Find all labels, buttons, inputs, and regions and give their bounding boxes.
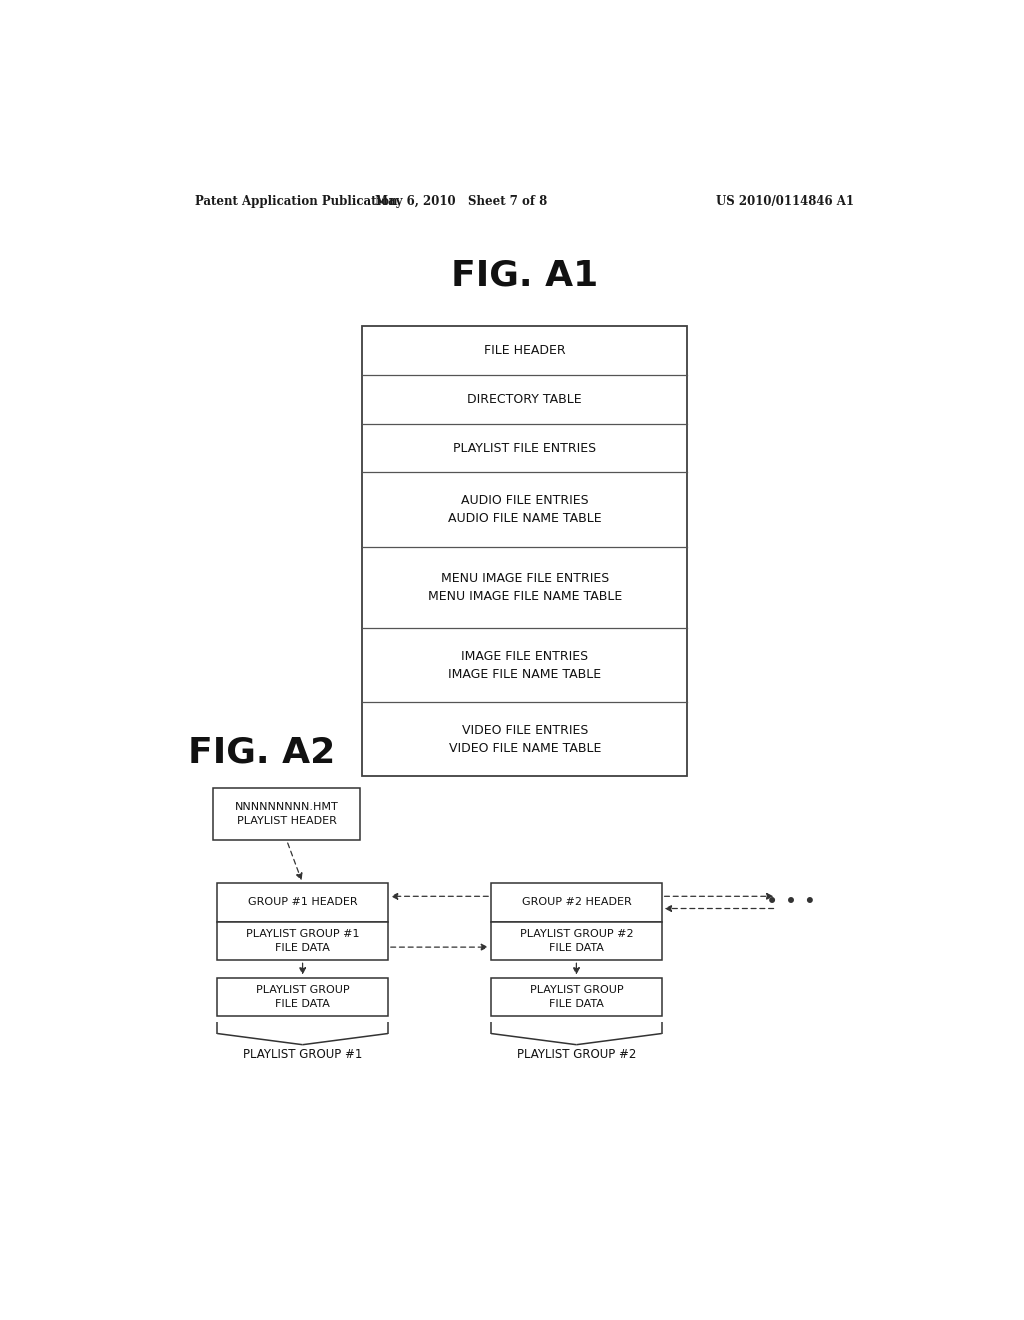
Text: PLAYLIST GROUP
FILE DATA: PLAYLIST GROUP FILE DATA (256, 985, 349, 1008)
Text: Patent Application Publication: Patent Application Publication (196, 194, 398, 207)
Bar (217, 921, 388, 961)
Bar (492, 883, 662, 921)
Bar (362, 326, 687, 776)
Text: PLAYLIST GROUP
FILE DATA: PLAYLIST GROUP FILE DATA (529, 985, 624, 1008)
Text: FIG. A2: FIG. A2 (187, 737, 335, 770)
Text: DIRECTORY TABLE: DIRECTORY TABLE (468, 393, 582, 405)
Text: • • •: • • • (766, 892, 816, 912)
Text: May 6, 2010   Sheet 7 of 8: May 6, 2010 Sheet 7 of 8 (375, 194, 548, 207)
Text: PLAYLIST GROUP #1: PLAYLIST GROUP #1 (243, 1048, 362, 1061)
Text: AUDIO FILE ENTRIES
AUDIO FILE NAME TABLE: AUDIO FILE ENTRIES AUDIO FILE NAME TABLE (447, 494, 602, 525)
Text: FILE HEADER: FILE HEADER (484, 345, 565, 356)
Bar (217, 978, 388, 1016)
Bar (492, 921, 662, 961)
Text: PLAYLIST GROUP #2
FILE DATA: PLAYLIST GROUP #2 FILE DATA (519, 929, 633, 953)
Text: GROUP #1 HEADER: GROUP #1 HEADER (248, 898, 357, 907)
Text: US 2010/0114846 A1: US 2010/0114846 A1 (716, 194, 854, 207)
Bar (217, 883, 388, 921)
Text: IMAGE FILE ENTRIES
IMAGE FILE NAME TABLE: IMAGE FILE ENTRIES IMAGE FILE NAME TABLE (449, 649, 601, 681)
Text: GROUP #2 HEADER: GROUP #2 HEADER (521, 898, 631, 907)
Text: PLAYLIST GROUP #2: PLAYLIST GROUP #2 (517, 1048, 636, 1061)
Bar (213, 788, 360, 841)
Text: NNNNNNNNN.HMT
PLAYLIST HEADER: NNNNNNNNN.HMT PLAYLIST HEADER (234, 803, 339, 825)
Text: PLAYLIST FILE ENTRIES: PLAYLIST FILE ENTRIES (454, 442, 596, 454)
Text: FIG. A1: FIG. A1 (452, 259, 598, 292)
Bar (492, 978, 662, 1016)
Text: PLAYLIST GROUP #1
FILE DATA: PLAYLIST GROUP #1 FILE DATA (246, 929, 359, 953)
Text: VIDEO FILE ENTRIES
VIDEO FILE NAME TABLE: VIDEO FILE ENTRIES VIDEO FILE NAME TABLE (449, 723, 601, 755)
Text: MENU IMAGE FILE ENTRIES
MENU IMAGE FILE NAME TABLE: MENU IMAGE FILE ENTRIES MENU IMAGE FILE … (428, 572, 622, 603)
